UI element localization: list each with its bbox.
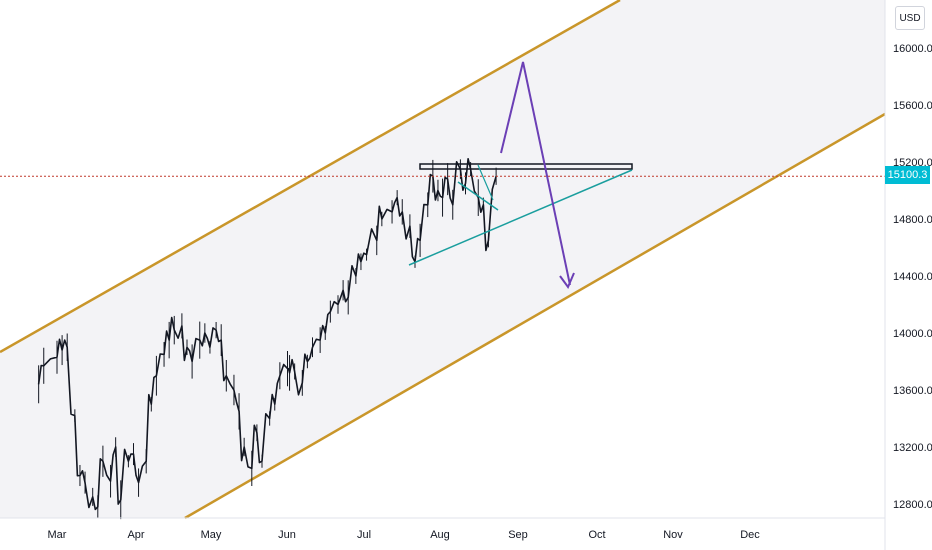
currency-label[interactable]: USD bbox=[895, 6, 925, 30]
x-tick-label: Nov bbox=[663, 529, 683, 541]
projection-arrowhead bbox=[559, 272, 575, 290]
drawing-layer bbox=[0, 61, 885, 290]
channel-fill bbox=[0, 0, 885, 518]
x-tick-label: Jun bbox=[278, 529, 296, 541]
y-tick-label: 16000.0 bbox=[893, 43, 932, 55]
x-tick-label: Oct bbox=[588, 529, 605, 541]
x-tick-label: Jul bbox=[357, 529, 371, 541]
ascending-support-line[interactable] bbox=[408, 169, 633, 266]
y-tick-label: 12800.0 bbox=[893, 499, 932, 511]
channel-lower-line[interactable] bbox=[184, 112, 886, 520]
y-tick-label: 13600.0 bbox=[893, 385, 932, 397]
wedge-lower-line[interactable] bbox=[477, 164, 494, 201]
wedge-upper-line[interactable] bbox=[457, 181, 499, 211]
x-tick-label: Dec bbox=[740, 529, 760, 541]
x-tick-label: Apr bbox=[127, 529, 144, 541]
y-tick-label: 14000.0 bbox=[893, 328, 932, 340]
x-tick-label: Sep bbox=[508, 529, 528, 541]
x-tick-label: May bbox=[201, 529, 222, 541]
price-series-layer bbox=[37, 158, 497, 520]
y-tick-label: 14800.0 bbox=[893, 214, 932, 226]
y-tick-label: 13200.0 bbox=[893, 442, 932, 454]
y-tick-label: 15600.0 bbox=[893, 100, 932, 112]
channel-layer bbox=[0, 0, 886, 520]
x-tick-label: Mar bbox=[48, 529, 67, 541]
y-tick-label: 14400.0 bbox=[893, 271, 932, 283]
projection-arrow[interactable] bbox=[500, 61, 571, 286]
x-tick-label: Aug bbox=[430, 529, 450, 541]
resistance-line[interactable] bbox=[419, 163, 633, 170]
last-price-tag: 15100.3 bbox=[885, 166, 930, 184]
